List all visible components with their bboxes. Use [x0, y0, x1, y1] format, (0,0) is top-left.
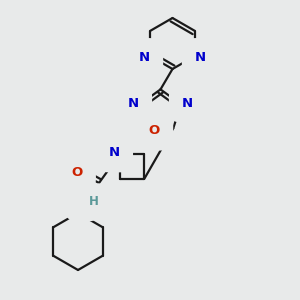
Text: N: N — [109, 146, 120, 159]
Text: N: N — [182, 97, 193, 110]
Text: O: O — [149, 124, 160, 137]
Text: O: O — [71, 166, 83, 179]
Text: N: N — [139, 51, 150, 64]
Text: N: N — [77, 195, 89, 208]
Text: N: N — [128, 97, 139, 110]
Text: H: H — [89, 195, 99, 208]
Text: N: N — [195, 51, 206, 64]
